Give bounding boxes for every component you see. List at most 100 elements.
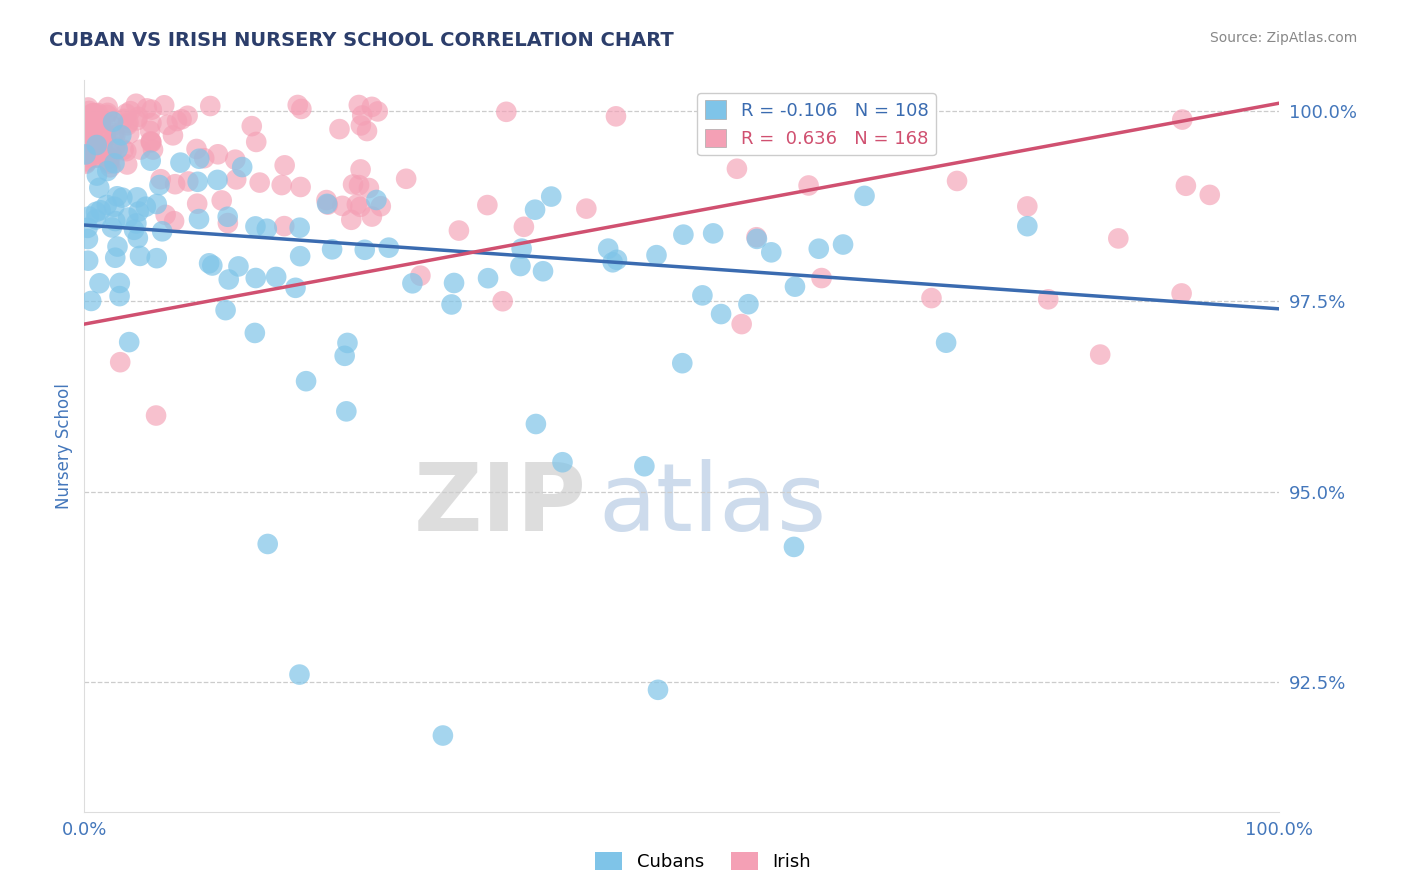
Point bbox=[156, 118, 179, 132]
Point bbox=[82, 126, 104, 140]
Point bbox=[477, 271, 499, 285]
Point bbox=[127, 231, 149, 245]
Point bbox=[101, 119, 124, 133]
Point bbox=[115, 144, 138, 158]
Point bbox=[76, 220, 98, 235]
Point bbox=[96, 148, 118, 162]
Point bbox=[513, 219, 536, 234]
Point bbox=[284, 281, 307, 295]
Point bbox=[737, 297, 759, 311]
Point bbox=[605, 109, 627, 123]
Point bbox=[84, 212, 107, 227]
Point bbox=[145, 197, 167, 211]
Point bbox=[336, 335, 359, 350]
Point bbox=[76, 140, 98, 154]
Point bbox=[149, 172, 172, 186]
Point bbox=[761, 245, 783, 260]
Point bbox=[347, 98, 370, 112]
Point bbox=[288, 220, 311, 235]
Point bbox=[89, 112, 111, 127]
Point bbox=[115, 106, 138, 120]
Point bbox=[946, 174, 969, 188]
Point bbox=[104, 214, 127, 228]
Point bbox=[101, 220, 124, 235]
Point bbox=[1017, 199, 1039, 213]
Point bbox=[710, 307, 733, 321]
Point bbox=[162, 128, 184, 143]
Point bbox=[77, 210, 100, 224]
Point bbox=[176, 109, 198, 123]
Point bbox=[75, 153, 97, 168]
Point bbox=[783, 279, 806, 293]
Point bbox=[76, 145, 98, 160]
Point bbox=[290, 102, 312, 116]
Point bbox=[75, 114, 97, 128]
Point bbox=[745, 230, 768, 244]
Point bbox=[82, 106, 104, 120]
Point bbox=[84, 147, 107, 161]
Point bbox=[725, 161, 748, 176]
Point bbox=[96, 106, 118, 120]
Point bbox=[606, 252, 628, 267]
Point bbox=[575, 202, 598, 216]
Point bbox=[75, 125, 97, 139]
Point bbox=[273, 219, 295, 234]
Point bbox=[77, 128, 100, 142]
Point bbox=[524, 417, 547, 431]
Point bbox=[647, 682, 669, 697]
Point bbox=[350, 119, 373, 133]
Point bbox=[83, 139, 105, 153]
Point bbox=[807, 242, 830, 256]
Point bbox=[492, 294, 515, 309]
Point bbox=[77, 253, 100, 268]
Point bbox=[98, 151, 121, 165]
Point bbox=[122, 223, 145, 237]
Point bbox=[783, 540, 806, 554]
Point bbox=[86, 138, 108, 153]
Point bbox=[186, 142, 208, 156]
Point bbox=[75, 147, 97, 161]
Point bbox=[217, 216, 239, 230]
Point bbox=[356, 124, 378, 138]
Point bbox=[107, 142, 129, 156]
Point bbox=[139, 135, 162, 149]
Point bbox=[75, 157, 97, 171]
Point bbox=[89, 127, 111, 141]
Point bbox=[207, 173, 229, 187]
Point bbox=[360, 210, 382, 224]
Point bbox=[353, 243, 375, 257]
Point bbox=[853, 189, 876, 203]
Text: CUBAN VS IRISH NURSERY SCHOOL CORRELATION CHART: CUBAN VS IRISH NURSERY SCHOOL CORRELATIO… bbox=[49, 31, 673, 50]
Point bbox=[101, 114, 124, 128]
Point bbox=[228, 260, 250, 274]
Point bbox=[97, 154, 120, 169]
Point bbox=[98, 161, 121, 175]
Point bbox=[702, 227, 724, 241]
Point bbox=[148, 178, 170, 192]
Point bbox=[598, 242, 620, 256]
Point bbox=[117, 118, 139, 132]
Point bbox=[225, 172, 247, 186]
Point bbox=[84, 109, 107, 123]
Point bbox=[1107, 231, 1129, 245]
Point bbox=[80, 293, 103, 308]
Point bbox=[91, 137, 114, 152]
Point bbox=[177, 174, 200, 188]
Point bbox=[188, 212, 211, 227]
Point bbox=[245, 135, 267, 149]
Point bbox=[166, 114, 188, 128]
Point bbox=[830, 102, 852, 116]
Point bbox=[477, 198, 499, 212]
Point bbox=[129, 249, 152, 263]
Point bbox=[110, 355, 132, 369]
Point bbox=[127, 190, 149, 204]
Point bbox=[315, 193, 337, 207]
Point bbox=[87, 150, 110, 164]
Point bbox=[86, 136, 108, 151]
Point bbox=[360, 100, 382, 114]
Point bbox=[103, 126, 125, 140]
Point bbox=[79, 108, 101, 122]
Point bbox=[169, 155, 191, 169]
Point bbox=[540, 189, 562, 203]
Point bbox=[135, 102, 157, 116]
